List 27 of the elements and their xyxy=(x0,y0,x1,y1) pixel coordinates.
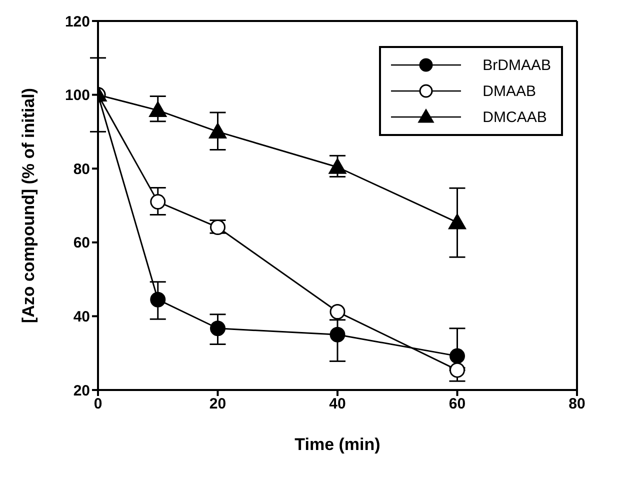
y-tick-label: 120 xyxy=(64,13,90,30)
point xyxy=(210,320,226,336)
point xyxy=(150,292,166,308)
point xyxy=(149,102,167,118)
x-tick-label: 80 xyxy=(568,396,586,413)
x-axis-title: Time (min) xyxy=(294,435,380,454)
y-tick-label: 20 xyxy=(73,382,90,400)
point xyxy=(328,158,346,174)
point xyxy=(330,326,346,342)
x-tick-label: 0 xyxy=(94,396,102,413)
point xyxy=(209,122,226,138)
legend-label: DMAAB xyxy=(482,82,536,100)
y-tick-label: 60 xyxy=(73,234,90,252)
point xyxy=(450,348,465,364)
y-tick-label: 80 xyxy=(73,160,90,178)
point xyxy=(448,214,466,230)
point xyxy=(450,362,465,378)
point xyxy=(330,304,346,320)
point xyxy=(150,194,166,210)
x-tick-label: 60 xyxy=(448,396,466,413)
y-tick-label: 100 xyxy=(64,87,90,104)
x-tick-label: 20 xyxy=(209,396,226,413)
x-tick-label: 40 xyxy=(329,396,346,413)
legend-label: BrDMAAB xyxy=(482,56,551,74)
legend-label: DMCAAB xyxy=(482,108,547,126)
y-axis-title: [Azo compound] (% of initial) xyxy=(19,88,38,324)
y-tick-label: 40 xyxy=(73,308,90,326)
